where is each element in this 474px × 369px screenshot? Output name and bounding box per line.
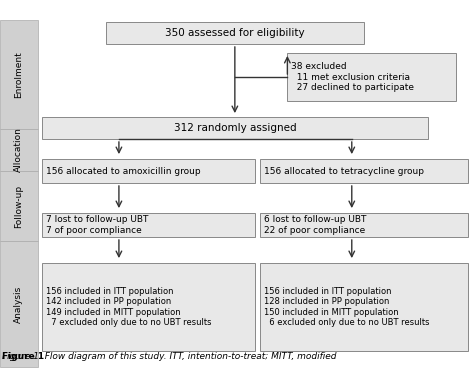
Text: 7 lost to follow-up UBT
7 of poor compliance: 7 lost to follow-up UBT 7 of poor compli… [46, 215, 148, 235]
Text: 156 allocated to amoxicillin group: 156 allocated to amoxicillin group [46, 166, 200, 176]
FancyBboxPatch shape [42, 117, 428, 139]
Text: 38 excluded
  11 met exclusion criteria
  27 declined to participate: 38 excluded 11 met exclusion criteria 27… [292, 62, 414, 92]
FancyBboxPatch shape [42, 213, 255, 237]
Text: 156 allocated to tetracycline group: 156 allocated to tetracycline group [264, 166, 424, 176]
FancyBboxPatch shape [260, 213, 468, 237]
FancyBboxPatch shape [260, 159, 468, 183]
Bar [0, 20, 37, 129]
Text: 156 included in ITT population
142 included in PP population
149 included in MIT: 156 included in ITT population 142 inclu… [46, 287, 211, 327]
FancyBboxPatch shape [42, 159, 255, 183]
Text: 312 randomly assigned: 312 randomly assigned [173, 123, 296, 133]
Text: Analysis: Analysis [14, 285, 23, 323]
Text: Figure 1  Flow diagram of this study. ITT, intention-to-treat; MITT, modified: Figure 1 Flow diagram of this study. ITT… [2, 352, 337, 361]
Bar [0, 241, 37, 367]
Bar [0, 129, 37, 171]
Text: 6 lost to follow-up UBT
22 of poor compliance: 6 lost to follow-up UBT 22 of poor compl… [264, 215, 366, 235]
FancyBboxPatch shape [42, 263, 255, 351]
FancyBboxPatch shape [260, 263, 468, 351]
Text: Enrolment: Enrolment [14, 51, 23, 98]
Text: 156 included in ITT population
128 included in PP population
150 included in MIT: 156 included in ITT population 128 inclu… [264, 287, 429, 327]
Text: 350 assessed for eligibility: 350 assessed for eligibility [165, 28, 305, 38]
Text: Figure 1: Figure 1 [2, 352, 44, 361]
Text: Follow-up: Follow-up [14, 184, 23, 228]
FancyBboxPatch shape [106, 22, 364, 44]
Text: Allocation: Allocation [14, 128, 23, 172]
FancyBboxPatch shape [287, 53, 456, 101]
Bar [0, 171, 37, 241]
